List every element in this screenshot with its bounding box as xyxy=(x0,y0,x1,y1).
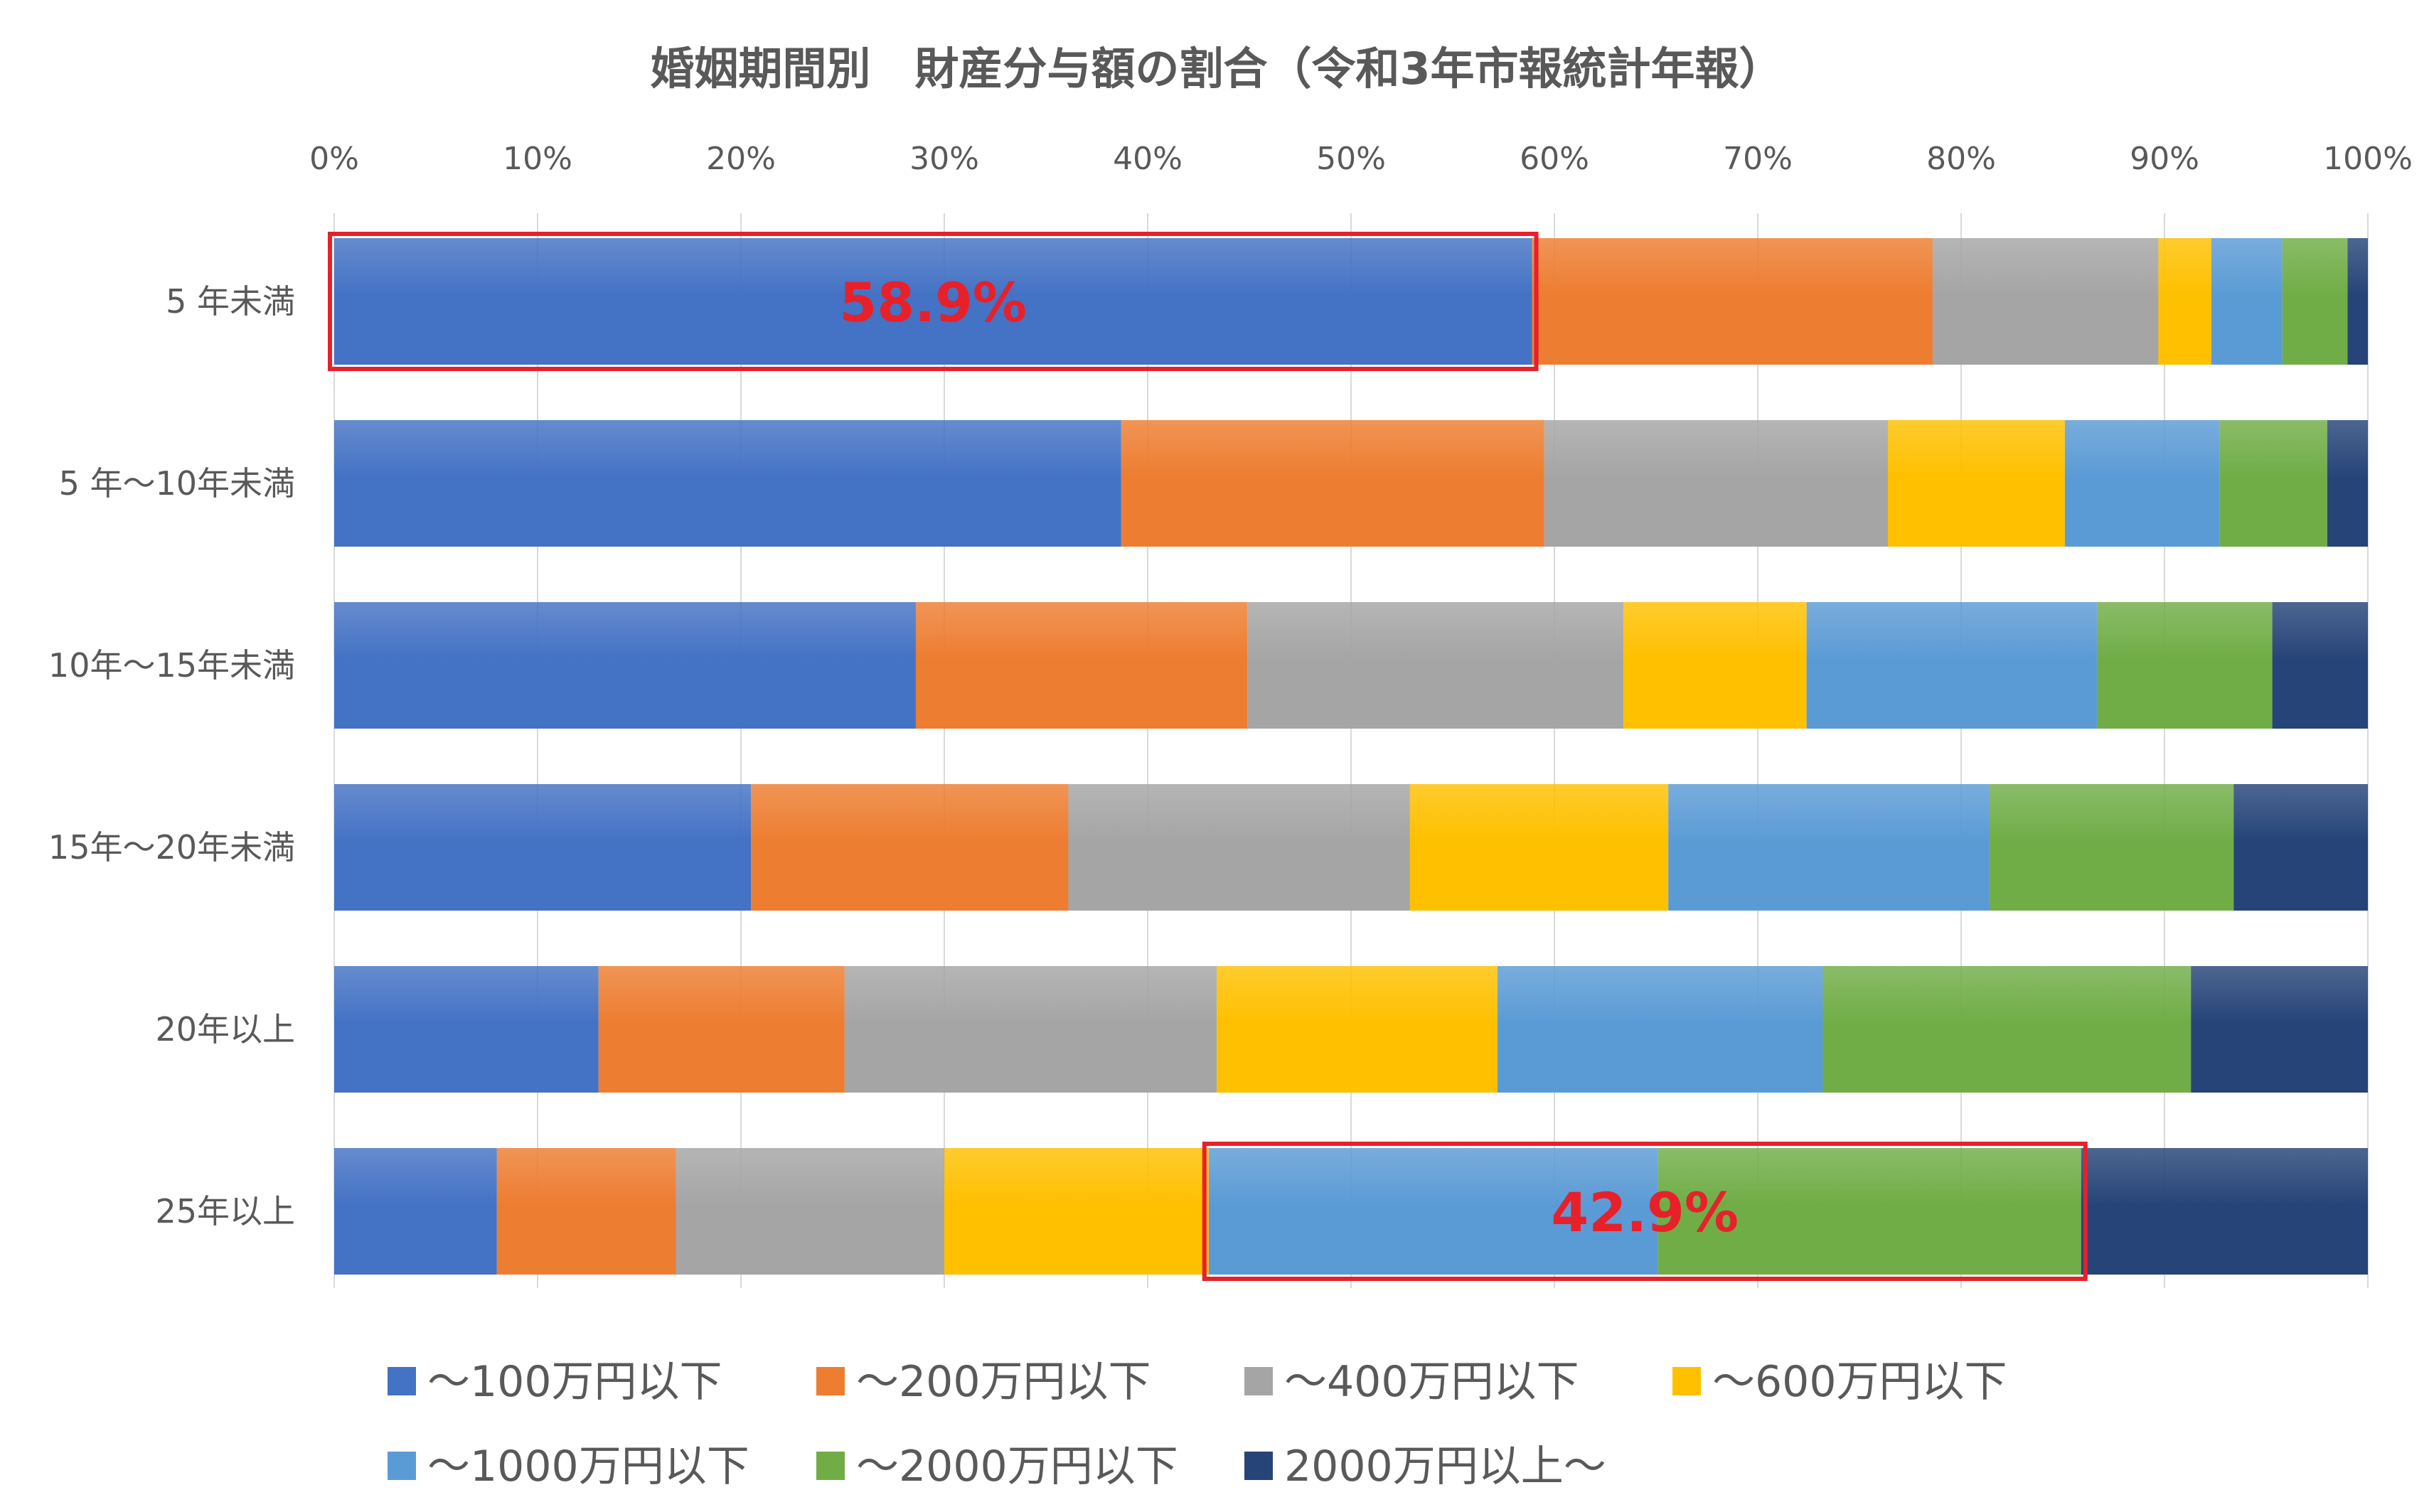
category-label: 5 年～10年未満 xyxy=(59,464,295,503)
bar-segment xyxy=(751,784,1069,911)
bars xyxy=(334,238,2368,1275)
x-tick-label: 20% xyxy=(706,141,776,177)
x-tick-label: 90% xyxy=(2130,141,2199,177)
bar-segment xyxy=(1623,602,1807,729)
x-tick-label: 50% xyxy=(1316,141,1386,177)
bar-segment xyxy=(2064,420,2220,547)
legend-label: ～400万円以下 xyxy=(1284,1357,1579,1407)
bar-segment xyxy=(334,238,1532,365)
bar-segment xyxy=(1544,420,1889,547)
legend-label: 2000万円以上～ xyxy=(1284,1442,1606,1491)
annotation-label: 42.9% xyxy=(1551,1181,1739,1244)
legend-swatch xyxy=(388,1367,416,1395)
bar-segment xyxy=(2282,238,2348,365)
legend: ～100万円以下 ～200万円以下 ～400万円以下 ～600万円以下 ～1000万円以… xyxy=(388,1357,2007,1491)
category-label: 5 年未満 xyxy=(166,282,295,321)
bar-segment xyxy=(598,966,845,1093)
annotations: 58.9% 42.9% xyxy=(328,232,2088,1281)
bar-segment xyxy=(1532,238,1933,365)
bar-segment xyxy=(334,784,752,911)
bar-segment xyxy=(2219,420,2327,547)
x-tick-label: 10% xyxy=(503,141,572,177)
legend-label: ～2000万円以下 xyxy=(856,1442,1178,1491)
bar-segment xyxy=(2158,238,2211,365)
bar-segment xyxy=(676,1148,944,1275)
bar-segment xyxy=(1409,784,1669,911)
x-tick-label: 0% xyxy=(309,141,359,177)
bar-segment xyxy=(1990,784,2234,911)
bar-segment xyxy=(1068,784,1410,911)
annotation-box xyxy=(328,232,1539,371)
bar-segment xyxy=(2097,602,2273,729)
x-tick-label: 100% xyxy=(2323,141,2413,177)
bar-segment xyxy=(915,602,1248,729)
x-tick-label: 40% xyxy=(1113,141,1183,177)
x-axis-ticks: 0% 10% 20% 30% 40% 50% 60% 70% 80% 90% 100% xyxy=(309,141,2413,177)
bar-segment xyxy=(1497,966,1823,1093)
category-labels: 5 年未満 5 年～10年未満 10年～15年未満 15年～20年未満 20年以上 25年… xyxy=(48,282,295,1230)
legend-swatch xyxy=(816,1452,845,1480)
x-tick-label: 60% xyxy=(1520,141,1589,177)
bar-segment xyxy=(2327,420,2368,547)
legend-label: ～600万円以下 xyxy=(1712,1357,2007,1407)
legend-swatch xyxy=(1244,1452,1273,1480)
bar-segment xyxy=(2347,238,2368,365)
bar-segment xyxy=(1208,1148,1658,1275)
bar-segment xyxy=(334,602,916,729)
legend-swatch xyxy=(1672,1367,1701,1395)
bar-segment xyxy=(2211,238,2283,365)
bar-segment xyxy=(334,1148,497,1275)
bar-segment xyxy=(1888,420,2065,547)
legend-label: ～1000万円以下 xyxy=(427,1442,749,1491)
category-label: 10年～15年未満 xyxy=(48,646,295,685)
category-label: 15年～20年未満 xyxy=(48,828,295,867)
bar-segment xyxy=(944,1148,1209,1275)
bar-segment xyxy=(1658,1148,2081,1275)
bar-segment xyxy=(1121,420,1544,547)
legend-swatch xyxy=(816,1367,845,1395)
category-label: 20年以上 xyxy=(155,1010,295,1049)
bar-segment xyxy=(844,966,1217,1093)
legend-swatch xyxy=(1244,1367,1273,1395)
legend-swatch xyxy=(388,1452,416,1480)
bar-segment xyxy=(1668,784,1990,911)
x-tick-label: 80% xyxy=(1926,141,1996,177)
bar-segment xyxy=(1247,602,1624,729)
legend-label: ～100万円以下 xyxy=(427,1357,722,1407)
bar-segment xyxy=(2272,602,2368,729)
bar-segment xyxy=(334,966,599,1093)
x-tick-label: 70% xyxy=(1723,141,1793,177)
annotation-label: 58.9% xyxy=(839,271,1027,334)
x-tick-label: 30% xyxy=(909,141,979,177)
chart-title: 婚姻期間別 財産分与額の割合（令和3年市報統計年報） xyxy=(650,43,1783,95)
bar-segment xyxy=(1806,602,2098,729)
gridlines xyxy=(333,213,2369,1288)
bar-segment xyxy=(1822,966,2192,1093)
bar-segment xyxy=(2191,966,2368,1093)
bar-segment xyxy=(2081,1148,2368,1275)
bar-segment xyxy=(334,420,1121,547)
bar-segment xyxy=(496,1148,676,1275)
bar-segment xyxy=(1932,238,2159,365)
bar-segment xyxy=(1217,966,1498,1093)
annotation-box xyxy=(1202,1142,2088,1281)
legend-label: ～200万円以下 xyxy=(856,1357,1151,1407)
category-label: 25年以上 xyxy=(155,1192,295,1230)
bar-segment xyxy=(2233,784,2368,911)
